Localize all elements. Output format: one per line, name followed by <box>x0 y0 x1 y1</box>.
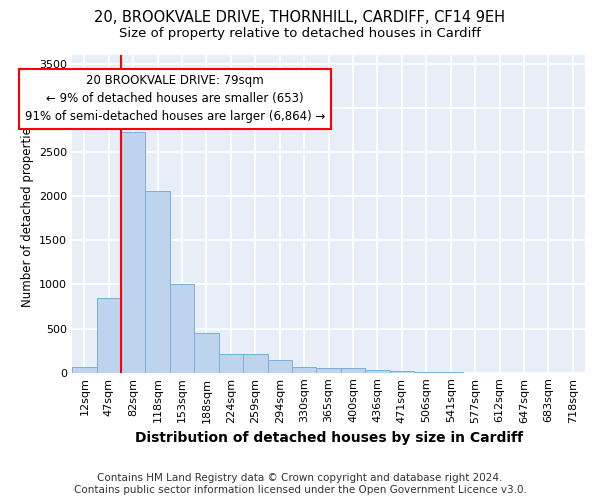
Bar <box>341 368 365 372</box>
Bar <box>365 370 389 372</box>
Y-axis label: Number of detached properties: Number of detached properties <box>20 121 34 307</box>
Bar <box>243 354 268 372</box>
X-axis label: Distribution of detached houses by size in Cardiff: Distribution of detached houses by size … <box>134 431 523 445</box>
Bar <box>145 191 170 372</box>
Bar <box>316 368 341 372</box>
Text: 20 BROOKVALE DRIVE: 79sqm
← 9% of detached houses are smaller (653)
91% of semi-: 20 BROOKVALE DRIVE: 79sqm ← 9% of detach… <box>25 74 325 124</box>
Bar <box>292 367 316 372</box>
Bar <box>194 332 219 372</box>
Text: Size of property relative to detached houses in Cardiff: Size of property relative to detached ho… <box>119 28 481 40</box>
Bar <box>121 132 145 372</box>
Bar <box>97 298 121 372</box>
Text: 20, BROOKVALE DRIVE, THORNHILL, CARDIFF, CF14 9EH: 20, BROOKVALE DRIVE, THORNHILL, CARDIFF,… <box>95 10 505 25</box>
Bar <box>268 360 292 372</box>
Bar <box>170 284 194 372</box>
Text: Contains HM Land Registry data © Crown copyright and database right 2024.
Contai: Contains HM Land Registry data © Crown c… <box>74 474 526 495</box>
Bar <box>389 371 414 372</box>
Bar <box>219 354 243 372</box>
Bar <box>72 368 97 372</box>
